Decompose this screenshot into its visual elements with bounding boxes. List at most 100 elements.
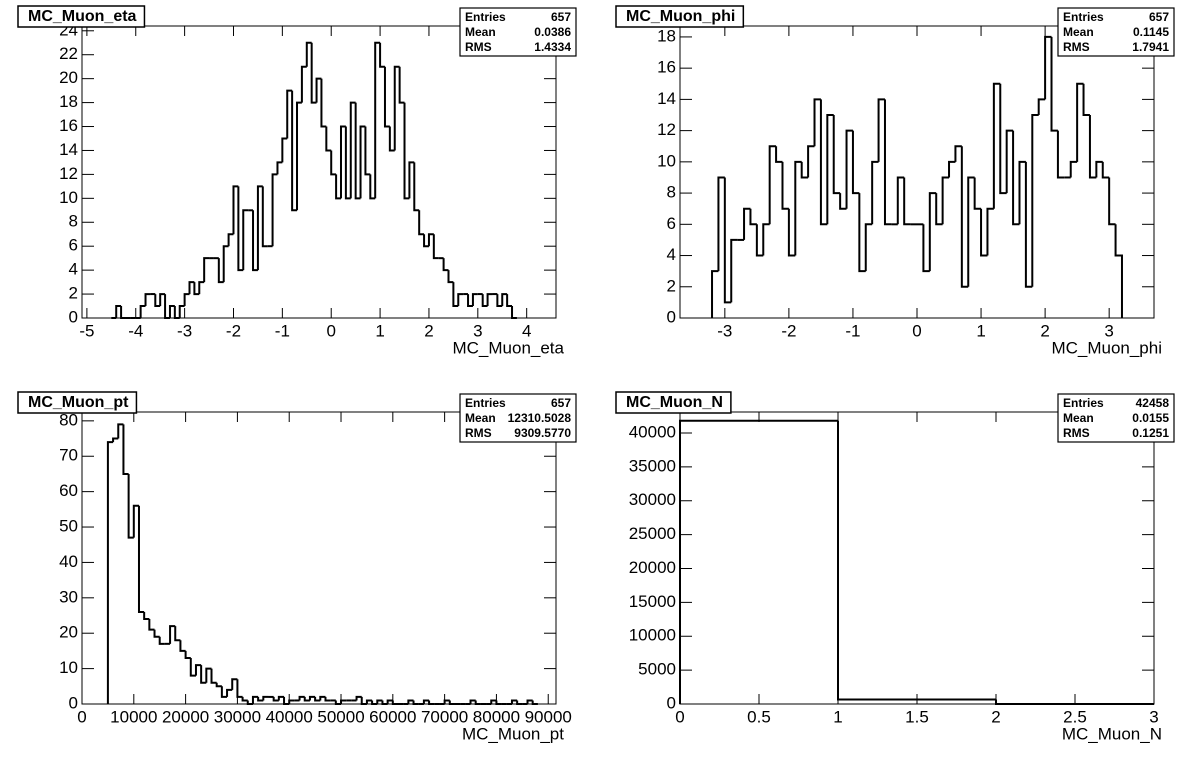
histogram-bin bbox=[832, 115, 841, 195]
histogram-bin bbox=[277, 695, 285, 701]
x-tick-label: 2 bbox=[1040, 321, 1049, 340]
histogram-bin bbox=[1088, 115, 1097, 179]
histogram-bin bbox=[469, 699, 476, 704]
histogram-bin bbox=[159, 293, 166, 307]
y-tick-label: 10 bbox=[657, 151, 676, 170]
histogram-bin bbox=[339, 125, 346, 199]
y-tick-label: 70 bbox=[59, 446, 78, 465]
x-tick-label: 20000 bbox=[162, 707, 209, 726]
y-tick-label: 22 bbox=[59, 44, 78, 63]
histogram-pad: -5 -4 -3 -2 -1 0 1 2 3 4024681012141618202224MC_M… bbox=[17, 5, 577, 357]
title-box bbox=[17, 391, 138, 414]
histogram-bin bbox=[324, 696, 331, 702]
histogram-bin bbox=[422, 699, 430, 704]
histogram-bin bbox=[903, 177, 911, 226]
histogram-bin bbox=[506, 294, 513, 308]
histogram-bin bbox=[112, 437, 119, 443]
histogram-bin bbox=[315, 77, 322, 103]
chart-title: MC_Muon_phi bbox=[626, 8, 735, 25]
histogram-bin bbox=[768, 145, 777, 225]
histogram-bin bbox=[980, 208, 988, 257]
y-tick-label: 0 bbox=[667, 307, 676, 326]
histogram-bin bbox=[276, 161, 283, 175]
x-tick-label: 1.5 bbox=[905, 707, 929, 726]
histogram-bin bbox=[954, 145, 962, 162]
histogram-bin bbox=[203, 257, 210, 283]
histogram-bin bbox=[241, 696, 248, 702]
stats-box bbox=[1057, 7, 1175, 57]
stats-value: 657 bbox=[551, 10, 571, 24]
histogram-bin bbox=[935, 193, 943, 226]
x-tick-label: 3 bbox=[473, 321, 482, 340]
x-axis-title: MC_Muon_pt bbox=[462, 724, 564, 743]
histogram-bin bbox=[231, 678, 238, 690]
histogram-bin bbox=[496, 294, 503, 308]
histogram-bin bbox=[510, 699, 518, 704]
histogram-bin bbox=[452, 282, 459, 308]
x-tick-label: 4 bbox=[522, 321, 531, 340]
chart-title: MC_Muon_N bbox=[626, 394, 723, 411]
histogram-bin bbox=[183, 293, 190, 307]
y-tick-label: 35000 bbox=[629, 456, 676, 475]
histogram-bin bbox=[355, 695, 362, 701]
y-tick-label: 6 bbox=[667, 214, 676, 233]
x-tick-label: 1 bbox=[833, 707, 842, 726]
x-tick-label: 10000 bbox=[110, 707, 157, 726]
histogram-bin bbox=[198, 281, 205, 295]
histogram-bin bbox=[896, 176, 905, 225]
histogram-bin bbox=[376, 699, 383, 704]
x-tick-label: 2 bbox=[424, 321, 433, 340]
histogram-bin bbox=[320, 78, 327, 128]
stats-label: RMS bbox=[1063, 40, 1090, 54]
histogram-bin bbox=[310, 42, 317, 104]
histogram-bin bbox=[360, 696, 367, 705]
histogram-bin bbox=[344, 126, 351, 200]
histogram-bin bbox=[864, 223, 873, 272]
histogram-bin bbox=[188, 281, 195, 295]
histogram-bin bbox=[153, 629, 160, 638]
x-tick-label: -5 bbox=[79, 321, 94, 340]
x-tick-label: -3 bbox=[177, 321, 192, 340]
histogram-bin bbox=[374, 41, 381, 199]
y-tick-label: 25000 bbox=[629, 524, 676, 543]
x-tick-label: 0 bbox=[326, 321, 335, 340]
histogram-bin bbox=[137, 505, 145, 613]
y-tick-label: 30 bbox=[59, 587, 78, 606]
histogram-bin bbox=[819, 99, 828, 226]
histogram-bin bbox=[364, 126, 371, 176]
histogram-bin bbox=[398, 66, 405, 104]
histogram-bin bbox=[999, 83, 1007, 195]
y-tick-label: 80 bbox=[59, 410, 78, 429]
histogram-bin bbox=[393, 65, 400, 151]
histogram-bin bbox=[193, 282, 200, 296]
y-tick-label: 10 bbox=[59, 188, 78, 207]
x-tick-label: 1 bbox=[976, 321, 985, 340]
histogram-bin bbox=[300, 65, 307, 103]
histogram-bin bbox=[495, 700, 502, 705]
x-tick-label: 90000 bbox=[525, 707, 572, 726]
histogram-bin bbox=[184, 650, 191, 659]
x-tick-label: 2 bbox=[991, 707, 1000, 726]
stats-label: RMS bbox=[1063, 426, 1090, 440]
histogram-bin bbox=[858, 193, 866, 273]
x-tick-label: 3 bbox=[1104, 321, 1113, 340]
histogram-bin bbox=[762, 223, 770, 256]
histogram-bin bbox=[1005, 129, 1014, 194]
x-tick-label: 70000 bbox=[421, 707, 468, 726]
histogram-bin bbox=[319, 695, 326, 701]
stats-label: Mean bbox=[465, 25, 496, 39]
histogram-bin bbox=[428, 700, 435, 705]
histogram-bin bbox=[174, 626, 181, 642]
histogram-bin bbox=[800, 161, 809, 179]
histogram-bin bbox=[251, 695, 259, 704]
histogram-bin bbox=[490, 699, 497, 704]
histogram-bin bbox=[189, 657, 196, 677]
histogram-bin bbox=[1024, 161, 1033, 288]
histogram-bin bbox=[132, 504, 139, 538]
histogram-bin bbox=[106, 441, 114, 704]
stats-value: 657 bbox=[1149, 10, 1169, 24]
title-box bbox=[17, 5, 146, 28]
stats-value: 0.1251 bbox=[1132, 426, 1169, 440]
y-tick-label: 30000 bbox=[629, 490, 676, 509]
histogram-bin bbox=[200, 665, 207, 684]
